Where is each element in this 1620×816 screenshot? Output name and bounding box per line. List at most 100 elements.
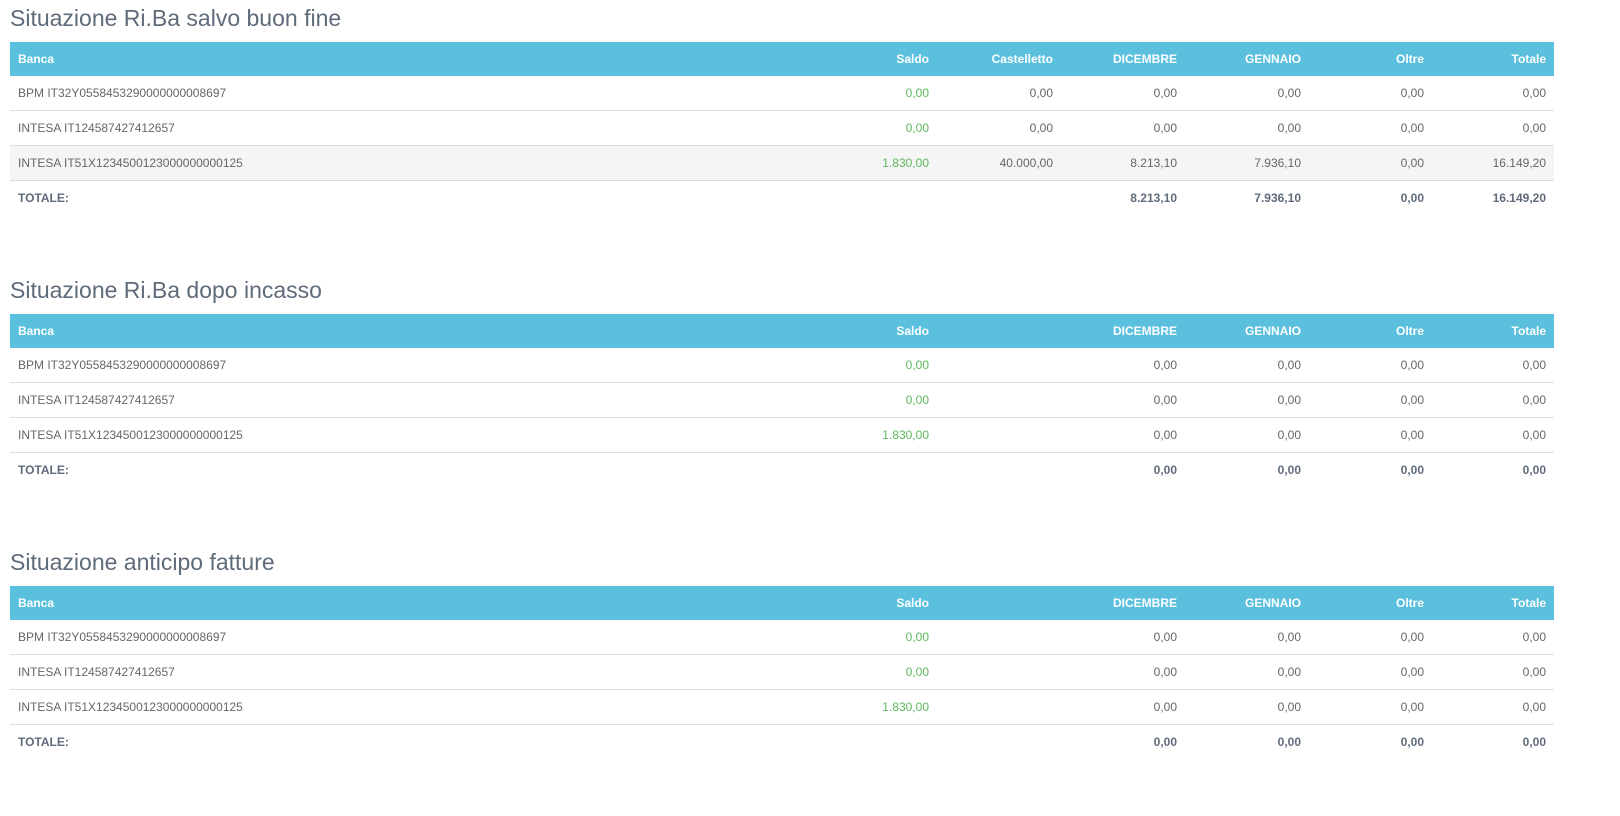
value-cell: 0,00 xyxy=(1185,654,1309,690)
section-title: Situazione anticipo fatture xyxy=(10,549,275,575)
value-cell: 0,00 xyxy=(1522,358,1546,372)
value-cell: 0,00 xyxy=(1061,654,1185,690)
column-header: Totale xyxy=(1432,314,1554,348)
value-cell: 0,00 xyxy=(1185,417,1309,453)
total-cell xyxy=(813,180,937,215)
total-cell: 16.149,20 xyxy=(1432,180,1554,215)
summary-table: Banca Saldo DICEMBRE GENNAIO Oltre Totale BPM … xyxy=(10,314,1554,487)
value-cell: 0,00 xyxy=(1185,689,1309,725)
total-cell: 8.213,10 xyxy=(1061,180,1185,215)
value-cell: 0,00 xyxy=(1309,417,1432,453)
total-cell: TOTALE: xyxy=(10,724,813,759)
value-cell: 0,00 xyxy=(1309,654,1432,690)
column-header: Saldo xyxy=(813,586,937,620)
table-row[interactable]: INTESA IT51X1234500123000000000125 1.830,… xyxy=(10,417,1554,453)
value-cell: 0,00 xyxy=(905,86,929,100)
value-cell xyxy=(937,382,1061,418)
header-row: Banca Saldo DICEMBRE GENNAIO Oltre Totale xyxy=(10,586,1554,620)
column-header: Oltre xyxy=(1309,42,1432,76)
column-header: Saldo xyxy=(813,42,937,76)
total-cell: 0,00 xyxy=(1185,724,1309,759)
value-cell: 0,00 xyxy=(1061,417,1185,453)
bank-cell: INTESA IT124587427412657 xyxy=(10,654,813,690)
value-cell: 0,00 xyxy=(1400,86,1424,100)
total-cell xyxy=(937,724,1061,759)
total-cell: 0,00 xyxy=(1061,452,1185,487)
value-cell: 0,00 xyxy=(1277,358,1301,372)
column-header xyxy=(937,586,1061,620)
value-cell: 0,00 xyxy=(937,110,1061,146)
value-cell: 0,00 xyxy=(813,110,937,146)
value-cell: 0,00 xyxy=(1309,110,1432,146)
column-header: DICEMBRE xyxy=(1061,586,1185,620)
section-0: Situazione Ri.Ba salvo buon fine Banca Sa… xyxy=(10,0,1554,272)
value-cell: 0,00 xyxy=(1153,358,1177,372)
total-cell xyxy=(813,724,937,759)
bank-cell: INTESA IT51X1234500123000000000125 xyxy=(10,145,813,181)
page: Situazione Ri.Ba salvo buon fine Banca Sa… xyxy=(10,0,1554,759)
total-cell: 7.936,10 xyxy=(1185,180,1309,215)
value-cell: 0,00 xyxy=(813,654,937,690)
table-row[interactable]: INTESA IT51X1234500123000000000125 1.830,… xyxy=(10,145,1554,181)
value-cell: 40.000,00 xyxy=(937,145,1061,181)
bank-cell: BPM IT32Y0558453290000000008697 xyxy=(18,630,227,644)
value-cell: 0,00 xyxy=(1185,110,1309,146)
total-cell: 0,00 xyxy=(1432,452,1554,487)
column-header: Saldo xyxy=(813,314,937,348)
table-row[interactable]: BPM IT32Y0558453290000000008697 0,00 0,00 0… xyxy=(10,348,1554,383)
column-header: Oltre xyxy=(1309,586,1432,620)
column-header: Castelletto xyxy=(937,42,1061,76)
column-header: Banca xyxy=(10,586,813,620)
column-header: GENNAIO xyxy=(1185,586,1309,620)
value-cell: 0,00 xyxy=(1432,654,1554,690)
total-cell xyxy=(937,180,1061,215)
value-cell: 0,00 xyxy=(1153,630,1177,644)
value-cell: 0,00 xyxy=(1522,86,1546,100)
total-row: TOTALE: 8.213,10 7.936,10 0,00 16.149,20 xyxy=(10,180,1554,215)
value-cell xyxy=(937,417,1061,453)
column-header: GENNAIO xyxy=(1185,42,1309,76)
total-cell: 0,00 xyxy=(1309,724,1432,759)
value-cell: 7.936,10 xyxy=(1185,145,1309,181)
column-header: DICEMBRE xyxy=(1061,314,1185,348)
total-row: TOTALE: 0,00 0,00 0,00 0,00 xyxy=(10,452,1554,487)
total-cell xyxy=(813,452,937,487)
column-header: DICEMBRE xyxy=(1061,42,1185,76)
summary-table: Banca Saldo Castelletto DICEMBRE GENNAIO Oltr… xyxy=(10,42,1554,215)
value-cell: 0,00 xyxy=(1061,382,1185,418)
value-cell: 0,00 xyxy=(813,382,937,418)
total-cell: 0,00 xyxy=(1309,180,1432,215)
total-row: TOTALE: 0,00 0,00 0,00 0,00 xyxy=(10,724,1554,759)
value-cell: 0,00 xyxy=(1432,417,1554,453)
bank-cell: INTESA IT124587427412657 xyxy=(10,110,813,146)
column-header: Banca xyxy=(10,314,813,348)
column-header xyxy=(937,314,1061,348)
header-row: Banca Saldo DICEMBRE GENNAIO Oltre Totale xyxy=(10,314,1554,348)
value-cell xyxy=(937,620,1061,655)
table-row[interactable]: INTESA IT51X1234500123000000000125 1.830,… xyxy=(10,689,1554,725)
value-cell: 0,00 xyxy=(1432,382,1554,418)
total-cell: 0,00 xyxy=(1061,724,1185,759)
total-cell: 0,00 xyxy=(1432,724,1554,759)
value-cell: 0,00 xyxy=(1185,382,1309,418)
total-cell: 0,00 xyxy=(1185,452,1309,487)
table-row[interactable]: INTESA IT124587427412657 0,00 0,00 0,00 0,00… xyxy=(10,382,1554,418)
value-cell xyxy=(937,348,1061,383)
table-row[interactable]: INTESA IT124587427412657 0,00 0,00 0,00 0,00… xyxy=(10,110,1554,146)
column-header: Oltre xyxy=(1309,314,1432,348)
column-header: GENNAIO xyxy=(1185,314,1309,348)
column-header: Totale xyxy=(1432,42,1554,76)
bank-cell: INTESA IT51X1234500123000000000125 xyxy=(10,689,813,725)
value-cell: 0,00 xyxy=(1400,358,1424,372)
value-cell: 1.830,00 xyxy=(813,689,937,725)
value-cell: 0,00 xyxy=(1277,86,1301,100)
table-row[interactable]: INTESA IT124587427412657 0,00 0,00 0,00 0,00… xyxy=(10,654,1554,690)
table-row[interactable]: BPM IT32Y0558453290000000008697 0,00 0,00 0… xyxy=(10,620,1554,655)
value-cell: 0,00 xyxy=(1309,689,1432,725)
section-title: Situazione Ri.Ba dopo incasso xyxy=(10,277,322,303)
table-row[interactable]: BPM IT32Y0558453290000000008697 0,00 0,00 0… xyxy=(10,76,1554,111)
total-cell: TOTALE: xyxy=(10,452,813,487)
section-1: Situazione Ri.Ba dopo incasso Banca Saldo… xyxy=(10,272,1554,544)
value-cell: 8.213,10 xyxy=(1061,145,1185,181)
value-cell: 16.149,20 xyxy=(1432,145,1554,181)
